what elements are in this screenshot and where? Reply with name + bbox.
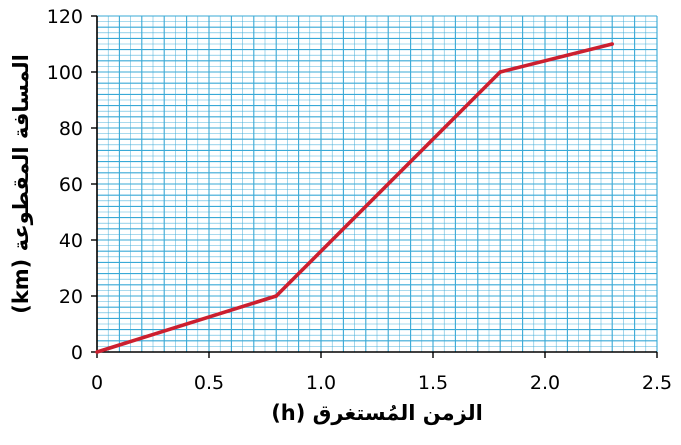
data-point [95,350,99,354]
grid [96,15,658,353]
x-axis-title: الزمن المُستغرق (h) [271,401,483,425]
data-point [498,70,503,74]
data-point [610,42,614,46]
y-tick-label: 0 [71,342,83,364]
x-tick-label: 2.0 [530,372,560,394]
x-tick-label: 1.0 [306,372,336,394]
y-tick-label: 20 [59,286,83,308]
series-line [96,42,613,354]
y-tick-label: 120 [47,6,83,28]
data-point [274,294,279,298]
y-axis-title: المسافة المقطوعة (km) [9,54,33,314]
tick-labels: 0 0.5 1.0 1.5 2.0 2.5 0 20 40 60 80 100 120 [47,6,672,394]
y-tick-label: 60 [59,174,83,196]
series [95,42,614,354]
x-tick-label: 1.5 [418,372,448,394]
y-tick-label: 100 [47,62,83,84]
x-tick-label: 2.5 [642,372,672,394]
x-tick-label: 0 [91,372,103,394]
x-tick-label: 0.5 [194,372,224,394]
y-tick-label: 40 [59,230,83,252]
y-tick-label: 80 [59,118,83,140]
